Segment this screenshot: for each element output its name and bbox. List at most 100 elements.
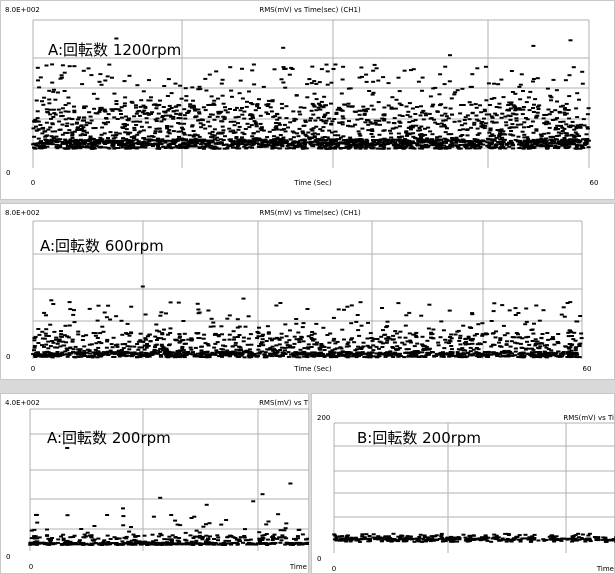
data-point: [71, 351, 76, 354]
data-point: [130, 101, 135, 104]
data-point: [508, 345, 513, 348]
data-point: [71, 536, 76, 538]
data-point: [378, 147, 383, 150]
data-point: [237, 125, 242, 128]
data-point: [539, 139, 543, 142]
data-point: [413, 113, 418, 115]
data-point: [225, 317, 230, 320]
data-point: [165, 541, 169, 544]
data-point: [252, 141, 257, 144]
data-point: [121, 524, 126, 527]
data-point: [448, 351, 453, 353]
data-point: [158, 314, 163, 317]
data-point: [325, 136, 330, 139]
data-point: [251, 63, 256, 66]
data-point: [89, 147, 94, 150]
data-point: [531, 332, 536, 335]
data-point: [275, 537, 280, 540]
data-point: [547, 126, 552, 129]
data-point: [176, 117, 181, 119]
data-point: [448, 107, 453, 110]
data-point: [396, 540, 401, 543]
data-point: [366, 144, 371, 147]
data-point: [565, 302, 570, 304]
data-point: [63, 350, 68, 353]
data-point: [394, 348, 399, 351]
data-point: [136, 140, 141, 143]
data-point: [498, 345, 502, 348]
data-point: [309, 346, 314, 348]
data-point: [369, 146, 374, 149]
data-point: [369, 337, 374, 339]
data-point: [232, 338, 236, 341]
data-point: [215, 115, 220, 118]
data-point: [283, 527, 288, 530]
data-point: [438, 352, 443, 355]
data-point: [45, 145, 50, 148]
data-point: [387, 337, 392, 340]
data-point: [224, 519, 229, 521]
data-point: [79, 141, 84, 144]
data-point: [243, 528, 247, 531]
data-point: [196, 312, 201, 315]
data-point: [171, 142, 176, 144]
data-point: [219, 325, 224, 328]
data-point: [562, 315, 567, 318]
data-point: [139, 99, 144, 102]
data-point: [72, 105, 76, 108]
data-point: [506, 353, 511, 356]
data-point: [242, 145, 247, 148]
data-point: [302, 141, 307, 144]
data-point: [189, 540, 194, 543]
data-point: [205, 142, 210, 145]
data-point: [399, 355, 404, 358]
data-point: [206, 538, 211, 541]
data-point: [368, 332, 373, 335]
data-point: [407, 332, 412, 335]
data-point: [527, 109, 532, 112]
data-point: [72, 145, 77, 148]
data-point: [353, 349, 358, 352]
data-point: [497, 106, 502, 109]
x-axis-label: Time (Sec): [293, 365, 332, 373]
data-point: [197, 112, 202, 115]
data-point: [207, 73, 212, 76]
data-point: [182, 356, 187, 359]
data-point: [158, 354, 163, 356]
data-point: [178, 349, 183, 352]
data-point: [188, 534, 193, 537]
data-point: [206, 541, 211, 544]
data-point: [288, 482, 293, 485]
data-point: [529, 353, 534, 356]
data-point: [202, 138, 207, 141]
data-point: [164, 542, 169, 545]
data-point: [564, 134, 569, 137]
data-point: [470, 342, 475, 345]
data-point: [70, 340, 75, 343]
data-point: [381, 143, 386, 146]
data-point: [271, 145, 275, 148]
y-tick-0: 0: [6, 553, 10, 561]
data-point: [33, 118, 38, 121]
data-point: [454, 141, 459, 144]
data-point: [503, 133, 508, 136]
data-point: [364, 138, 369, 141]
data-point: [117, 355, 122, 358]
data-point: [90, 144, 95, 147]
data-point: [498, 132, 502, 135]
data-point: [194, 115, 198, 118]
data-point: [482, 110, 487, 113]
data-point: [470, 312, 475, 315]
data-point: [187, 352, 192, 355]
data-point: [279, 332, 284, 335]
data-point: [88, 135, 93, 138]
data-point: [180, 355, 185, 358]
data-point: [421, 109, 426, 112]
data-point: [346, 138, 351, 141]
data-point: [366, 321, 370, 324]
data-point: [426, 126, 431, 129]
data-point: [308, 353, 313, 356]
data-point: [218, 542, 223, 545]
data-point: [436, 139, 441, 142]
data-point: [82, 146, 87, 148]
